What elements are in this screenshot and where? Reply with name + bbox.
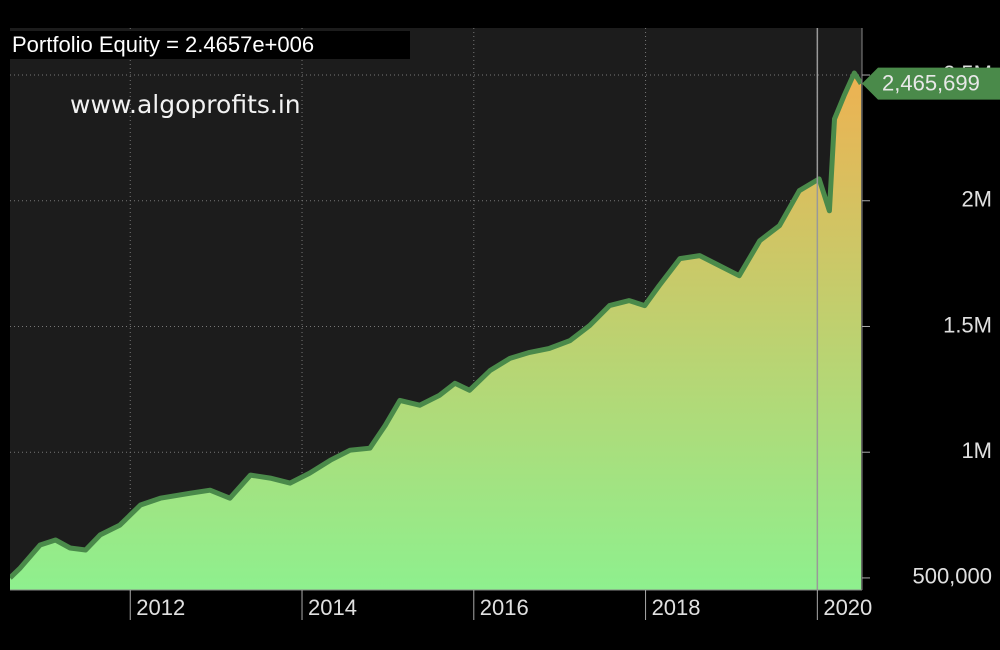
chart-title: Portfolio Equity = 2.4657e+006	[12, 32, 314, 57]
x-tick-label: 2012	[136, 595, 185, 620]
watermark: www.algoprofits.in	[70, 90, 301, 119]
y-tick-label: 500,000	[912, 564, 992, 589]
last-value-tag	[862, 67, 1000, 100]
last-value-label: 2,465,699	[882, 70, 980, 95]
x-tick-label: 2018	[652, 595, 701, 620]
axes: 500,0001M1.5M2M2.5M201220142016201820202…	[129, 61, 1000, 620]
y-tick-label: 1.5M	[943, 312, 992, 337]
y-tick-label: 2M	[961, 187, 992, 212]
y-tick-label: 1M	[961, 438, 992, 463]
equity-area	[10, 73, 862, 590]
equity-line	[10, 70, 862, 580]
x-tick-label: 2016	[480, 595, 529, 620]
x-tick-label: 2020	[823, 595, 872, 620]
title-box	[8, 31, 410, 59]
marks	[10, 28, 862, 590]
x-tick-label: 2014	[308, 595, 357, 620]
